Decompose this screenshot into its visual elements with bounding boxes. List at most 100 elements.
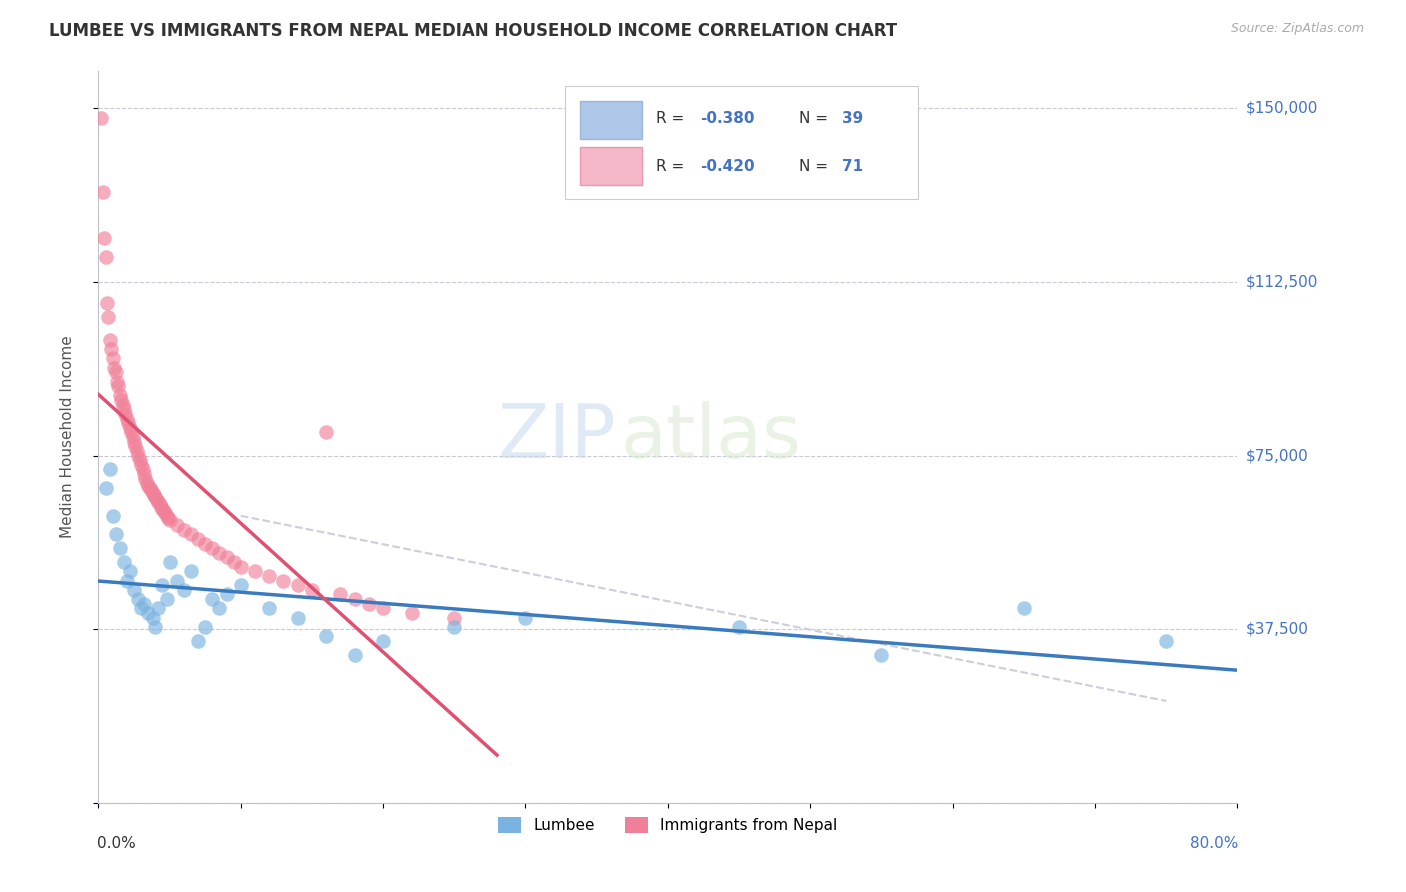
Text: -0.380: -0.380	[700, 112, 754, 127]
Point	[401, 606, 423, 620]
Point	[129, 458, 152, 472]
Point	[156, 592, 179, 607]
Point	[127, 592, 149, 607]
Point	[208, 601, 231, 615]
Point	[357, 597, 380, 611]
Text: ZIP: ZIP	[498, 401, 617, 474]
Point	[166, 518, 188, 533]
Point	[91, 185, 114, 199]
Point	[127, 449, 149, 463]
Point	[108, 541, 131, 556]
Point	[94, 481, 117, 495]
Point	[201, 541, 224, 556]
Point	[259, 601, 281, 615]
Point	[139, 483, 162, 498]
Point	[122, 434, 145, 449]
Point	[103, 360, 125, 375]
Point	[155, 507, 177, 521]
Point	[115, 574, 138, 588]
Point	[150, 500, 173, 514]
Text: atlas: atlas	[620, 401, 801, 474]
Point	[98, 462, 121, 476]
Point	[194, 620, 217, 634]
Legend: Lumbee, Immigrants from Nepal: Lumbee, Immigrants from Nepal	[492, 811, 844, 839]
Point	[148, 601, 170, 615]
Text: -0.420: -0.420	[700, 159, 755, 174]
Point	[187, 633, 209, 648]
Text: 0.0%: 0.0%	[97, 836, 136, 851]
Point	[443, 610, 465, 624]
Text: R =: R =	[657, 112, 689, 127]
Point	[343, 592, 366, 607]
Point	[122, 582, 145, 597]
Point	[287, 578, 309, 592]
Point	[373, 633, 395, 648]
Point	[229, 559, 252, 574]
FancyBboxPatch shape	[581, 146, 641, 185]
Text: $37,500: $37,500	[1246, 622, 1309, 637]
Point	[134, 472, 156, 486]
Point	[131, 462, 153, 476]
Text: R =: R =	[657, 159, 689, 174]
Point	[153, 504, 176, 518]
Point	[101, 508, 124, 523]
Point	[515, 610, 537, 624]
Point	[132, 467, 155, 482]
Point	[145, 620, 167, 634]
Point	[728, 620, 751, 634]
Point	[187, 532, 209, 546]
Point	[145, 490, 167, 504]
Point	[1012, 601, 1035, 615]
Point	[180, 527, 202, 541]
Point	[120, 425, 142, 440]
Point	[129, 601, 152, 615]
Point	[118, 421, 141, 435]
Text: 39: 39	[842, 112, 863, 127]
Point	[180, 565, 202, 579]
Text: $150,000: $150,000	[1246, 101, 1317, 116]
Point	[273, 574, 295, 588]
Point	[90, 111, 112, 125]
Point	[105, 375, 128, 389]
Point	[152, 501, 174, 516]
Point	[222, 555, 245, 569]
Point	[94, 250, 117, 264]
Point	[142, 488, 165, 502]
Point	[124, 439, 146, 453]
Point	[108, 388, 131, 402]
Point	[112, 402, 135, 417]
Point	[259, 569, 281, 583]
Point	[104, 365, 127, 379]
FancyBboxPatch shape	[581, 101, 641, 138]
Point	[315, 425, 337, 440]
Point	[136, 606, 159, 620]
Text: LUMBEE VS IMMIGRANTS FROM NEPAL MEDIAN HOUSEHOLD INCOME CORRELATION CHART: LUMBEE VS IMMIGRANTS FROM NEPAL MEDIAN H…	[49, 22, 897, 40]
Point	[194, 536, 217, 550]
Point	[141, 485, 163, 500]
Point	[146, 492, 169, 507]
Point	[173, 582, 195, 597]
Point	[215, 550, 238, 565]
Point	[157, 511, 180, 525]
Text: N =: N =	[799, 159, 832, 174]
Point	[208, 546, 231, 560]
Text: N =: N =	[799, 112, 832, 127]
Point	[229, 578, 252, 592]
Text: $75,000: $75,000	[1246, 448, 1309, 463]
Point	[173, 523, 195, 537]
Point	[100, 342, 122, 356]
Point	[148, 495, 170, 509]
Point	[215, 587, 238, 601]
Point	[98, 333, 121, 347]
Point	[138, 481, 160, 495]
Point	[115, 411, 138, 425]
Point	[343, 648, 366, 662]
Point	[107, 379, 129, 393]
Point	[201, 592, 224, 607]
Point	[329, 587, 352, 601]
Point	[135, 476, 157, 491]
Point	[136, 478, 159, 492]
Point	[110, 392, 132, 407]
Point	[125, 444, 148, 458]
Text: 80.0%: 80.0%	[1189, 836, 1239, 851]
